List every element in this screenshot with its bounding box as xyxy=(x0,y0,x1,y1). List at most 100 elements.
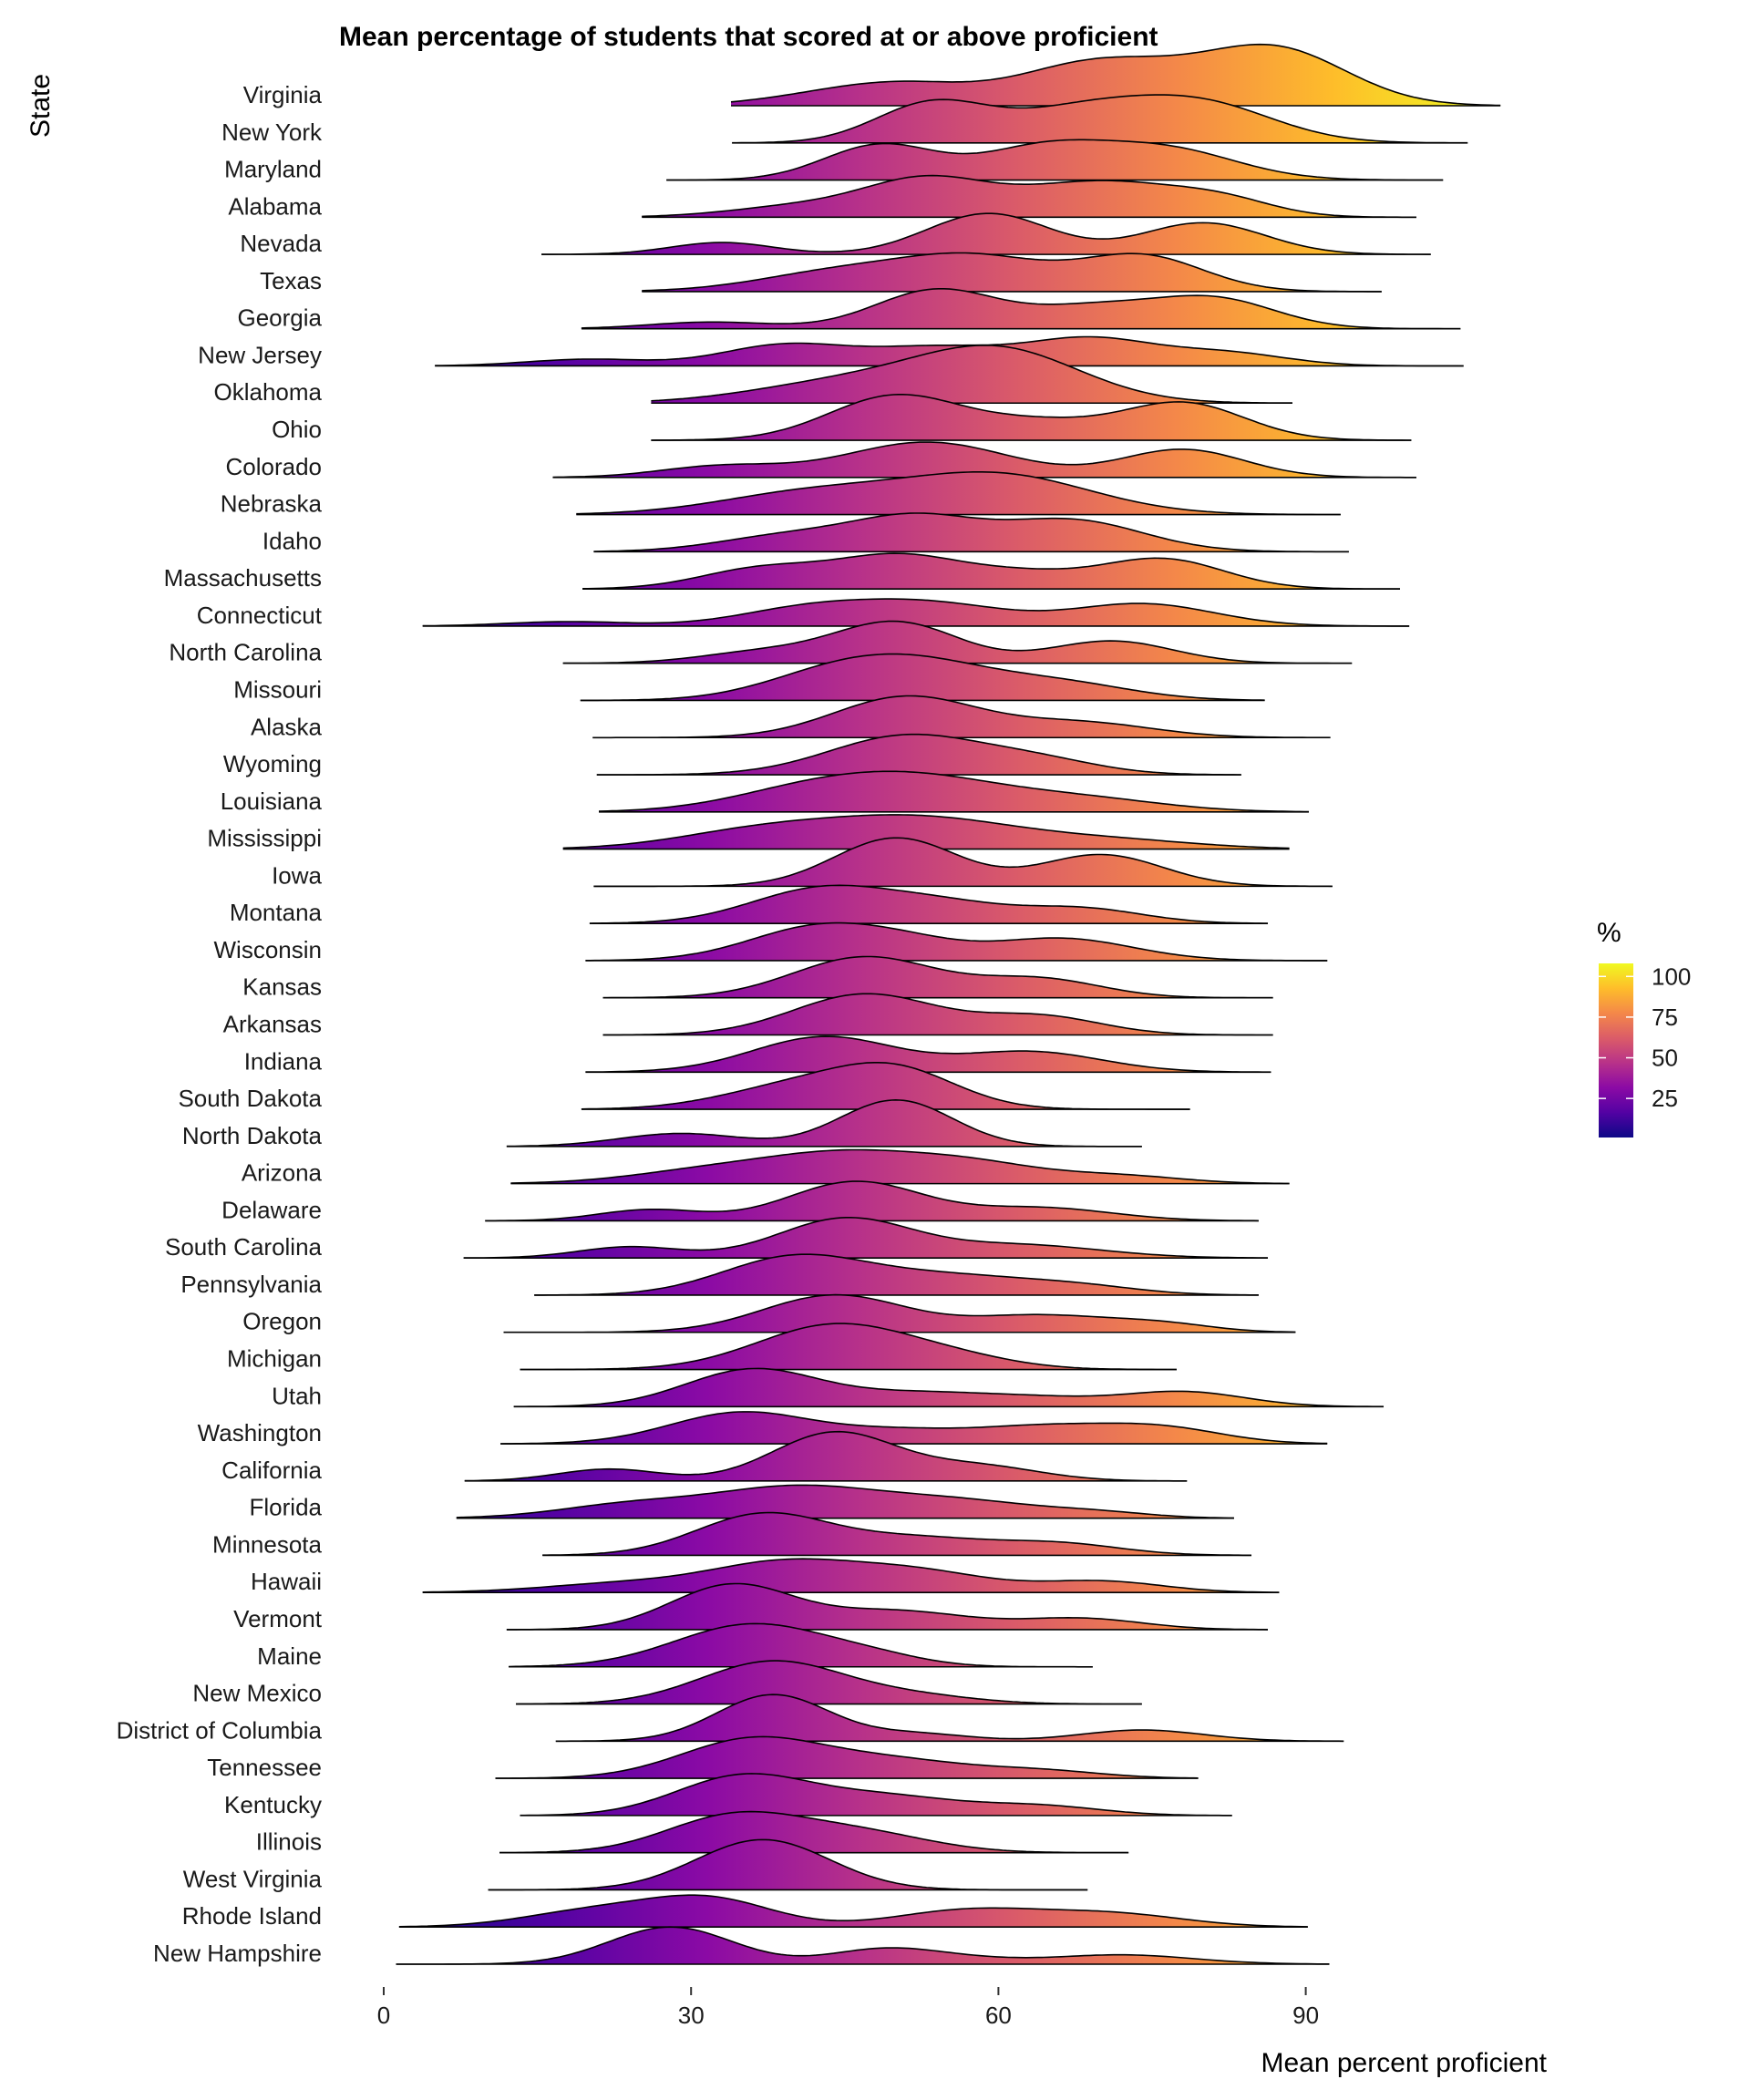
state-label: Georgia xyxy=(238,304,323,332)
ridge-outline xyxy=(562,620,1353,664)
ridge-nevada xyxy=(541,212,1431,255)
ridge-louisiana xyxy=(598,770,1309,813)
ridge-south-carolina xyxy=(463,1217,1269,1259)
ridge-outline xyxy=(562,814,1290,849)
ridge-outline xyxy=(500,1411,1328,1445)
legend-tick-label: 25 xyxy=(1652,1085,1678,1112)
state-label: Maryland xyxy=(224,156,322,183)
ridge-arizona xyxy=(510,1148,1290,1185)
color-legend: % 100 75 50 25 xyxy=(1597,918,1691,1138)
ridge-outline xyxy=(596,733,1241,776)
ridge-idaho xyxy=(593,512,1349,553)
state-label: Arkansas xyxy=(223,1011,322,1038)
ridge-fill xyxy=(485,1181,1259,1221)
ridge-outline xyxy=(422,1558,1280,1593)
ridge-fill xyxy=(510,1149,1290,1184)
state-label: New York xyxy=(221,118,323,146)
ridge-connecticut xyxy=(422,598,1410,627)
ridge-outline xyxy=(463,1217,1268,1259)
ridge-fill xyxy=(541,213,1431,255)
ridge-alabama xyxy=(642,174,1416,219)
ridge-north-carolina xyxy=(562,620,1353,664)
legend-tick-label: 50 xyxy=(1652,1045,1678,1072)
ridge-outline xyxy=(422,598,1410,627)
ridge-north-dakota xyxy=(506,1098,1142,1148)
ridge-west-virginia xyxy=(488,1838,1088,1891)
ridge-fill xyxy=(642,175,1416,218)
ridge-arkansas xyxy=(602,993,1273,1036)
ridge-outline xyxy=(495,1735,1199,1779)
ridge-minnesota xyxy=(542,1511,1252,1557)
state-label: Idaho xyxy=(262,527,322,554)
legend-tick-label: 100 xyxy=(1652,962,1691,990)
ridge-fill xyxy=(503,1294,1296,1333)
ridge-outline xyxy=(585,921,1328,962)
state-label: Colorado xyxy=(225,453,322,480)
state-label: Louisiana xyxy=(221,788,323,815)
ridge-outline xyxy=(503,1293,1296,1333)
ridge-outline xyxy=(602,993,1273,1036)
state-label: Oklahoma xyxy=(214,378,323,406)
ridge-outline xyxy=(520,1773,1232,1817)
state-label: Missouri xyxy=(233,675,322,703)
ridge-fill xyxy=(651,394,1412,441)
ridge-outline xyxy=(499,1810,1129,1854)
ridge-michigan xyxy=(520,1323,1177,1371)
state-label: Alabama xyxy=(228,192,322,220)
state-label: Nebraska xyxy=(221,490,323,518)
ridge-hawaii xyxy=(422,1558,1280,1593)
ridge-fill xyxy=(581,288,1461,329)
ridge-fill xyxy=(495,1736,1199,1779)
ridge-outline xyxy=(602,955,1273,999)
ridge-outline xyxy=(732,94,1468,144)
state-label: District of Columbia xyxy=(117,1716,323,1744)
ridge-outline xyxy=(730,43,1501,107)
legend-ticks: 100 75 50 25 xyxy=(1599,962,1691,1112)
ridge-fill xyxy=(398,1895,1308,1928)
chart-title: Mean percentage of students that scored … xyxy=(339,22,1158,52)
state-label: Oregon xyxy=(242,1308,322,1335)
ridge-outline xyxy=(651,345,1292,404)
x-axis-title: Mean percent proficient xyxy=(1261,2048,1547,2078)
ridge-tennessee xyxy=(495,1735,1199,1779)
ridge-fill xyxy=(396,1927,1330,1964)
ridge-district-of-columbia xyxy=(555,1693,1344,1743)
state-label: Nevada xyxy=(240,230,322,257)
state-label: Wisconsin xyxy=(214,936,322,963)
ridge-fill xyxy=(506,1099,1142,1147)
ridge-indiana xyxy=(585,1035,1271,1074)
ridge-outline xyxy=(435,335,1464,367)
ridge-fill xyxy=(596,734,1241,776)
ridge-outline xyxy=(534,1253,1259,1296)
ridge-virginia xyxy=(730,43,1501,107)
ridge-fill xyxy=(422,599,1410,626)
state-label: Mississippi xyxy=(207,825,322,852)
state-label: Indiana xyxy=(244,1047,323,1075)
ridge-fill xyxy=(516,1661,1142,1704)
state-label: South Dakota xyxy=(178,1085,322,1112)
ridge-outline xyxy=(555,1693,1344,1743)
ridge-fill xyxy=(520,1773,1232,1816)
ridge-outline xyxy=(513,1367,1384,1407)
state-label: Kentucky xyxy=(224,1791,322,1818)
ridge-fill xyxy=(592,695,1331,738)
ridge-fill xyxy=(488,1839,1088,1890)
state-label: Delaware xyxy=(221,1196,322,1223)
ridge-outline xyxy=(598,770,1309,813)
ridge-florida xyxy=(456,1484,1234,1519)
ridge-outline xyxy=(576,471,1341,516)
ridge-fill xyxy=(582,553,1400,590)
ridge-new-mexico xyxy=(515,1660,1142,1705)
ridge-fill xyxy=(576,471,1341,515)
legend-tick-label: 75 xyxy=(1652,1004,1678,1031)
state-label: Maine xyxy=(257,1642,322,1670)
ridge-fill xyxy=(593,513,1349,552)
ridge-fill xyxy=(463,1217,1268,1259)
ridge-outline xyxy=(464,1430,1188,1482)
ridge-fill xyxy=(732,95,1468,143)
state-label: New Hampshire xyxy=(153,1940,322,1967)
ridge-fill xyxy=(585,922,1328,961)
x-tick-label: 90 xyxy=(1292,2002,1319,2029)
state-label: Iowa xyxy=(272,861,322,889)
ridge-iowa xyxy=(593,837,1333,888)
